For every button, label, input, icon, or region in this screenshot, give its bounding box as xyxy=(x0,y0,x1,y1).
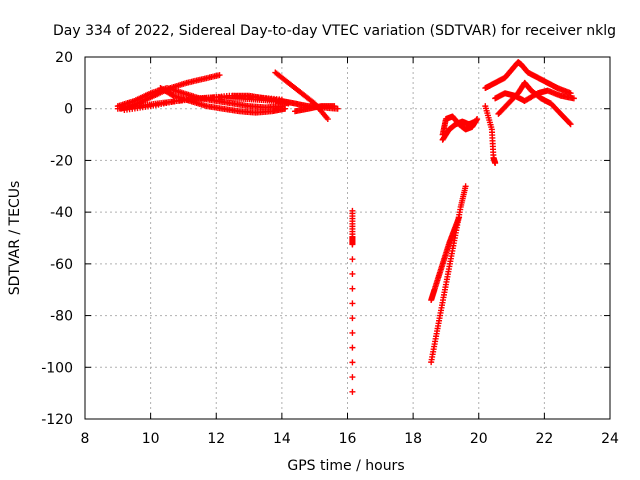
data-point-interp xyxy=(455,215,462,222)
x-tick-label: 16 xyxy=(339,431,357,447)
data-point-interp xyxy=(445,241,452,248)
data-point-interp xyxy=(349,285,356,292)
x-tick-label: 18 xyxy=(404,431,422,447)
data-point-interp xyxy=(349,300,356,307)
data-point-interp xyxy=(349,256,356,263)
data-point-interp xyxy=(440,257,447,264)
data-point-interp xyxy=(569,95,576,102)
data-point-interp xyxy=(223,93,230,100)
data-point-interp xyxy=(280,105,287,112)
tick-labels: 8 10 12 14 16 18 20 22 24 -120 -100 -80 -60 -40 -20 0 20 xyxy=(41,50,619,447)
data-points xyxy=(114,59,577,395)
data-point-interp xyxy=(129,98,136,105)
data-point-interp xyxy=(565,119,572,126)
data-point-interp xyxy=(214,72,221,79)
data-point-interp xyxy=(171,98,178,105)
data-point-interp xyxy=(145,90,152,97)
data-point-interp xyxy=(201,102,208,109)
y-tick-label: -80 xyxy=(50,309,73,325)
data-point-interp xyxy=(197,95,204,102)
y-tick-label: -40 xyxy=(50,205,73,221)
data-point-interp xyxy=(349,374,356,381)
data-point-interp xyxy=(349,315,356,322)
axis-ticks xyxy=(84,56,611,420)
data-point-interp xyxy=(435,272,442,279)
data-point-interp xyxy=(437,309,444,316)
x-tick-label: 10 xyxy=(142,431,160,447)
data-point-interp xyxy=(349,270,356,277)
grid xyxy=(85,57,610,419)
data-point-interp xyxy=(198,76,205,83)
data-point-interp xyxy=(330,103,337,110)
y-tick-label: -60 xyxy=(50,257,73,273)
chart-title: Day 334 of 2022, Sidereal Day-to-day VTE… xyxy=(53,23,616,39)
data-point xyxy=(349,388,356,395)
data-point-interp xyxy=(349,329,356,336)
x-axis-label: GPS time / hours xyxy=(287,458,404,474)
data-point-interp xyxy=(432,335,439,342)
y-tick-label: -100 xyxy=(41,360,73,376)
y-tick-label: -120 xyxy=(41,412,73,428)
data-point-interp xyxy=(178,89,185,96)
data-point-interp xyxy=(145,103,151,110)
data-point-interp xyxy=(555,108,562,115)
y-axis-label: SDTVAR / TECUs xyxy=(7,181,23,296)
data-point-interp xyxy=(323,114,330,121)
y-tick-label: 0 xyxy=(64,102,73,118)
x-tick-label: 22 xyxy=(535,431,553,447)
data-point-interp xyxy=(471,118,478,125)
y-tick-label: 20 xyxy=(55,50,73,66)
x-tick-label: 12 xyxy=(207,431,225,447)
data-point-interp xyxy=(457,206,464,213)
data-point-interp xyxy=(169,92,176,99)
data-point-interp xyxy=(566,120,573,127)
data-point-interp xyxy=(349,344,356,351)
data-point-interp xyxy=(349,359,356,366)
x-tick-label: 20 xyxy=(470,431,488,447)
data-point-interp xyxy=(447,258,454,265)
data-point-interp xyxy=(491,159,498,166)
x-tick-label: 14 xyxy=(273,431,291,447)
data-point-interp xyxy=(182,80,189,87)
data-point-interp xyxy=(462,185,469,192)
x-tick-label: 8 xyxy=(81,431,90,447)
data-point-interp xyxy=(442,284,449,291)
x-tick-label: 24 xyxy=(601,431,619,447)
data-point-interp xyxy=(349,240,356,247)
data-point-interp xyxy=(503,102,510,109)
y-tick-label: -20 xyxy=(50,153,73,169)
data-point-interp xyxy=(488,124,495,131)
